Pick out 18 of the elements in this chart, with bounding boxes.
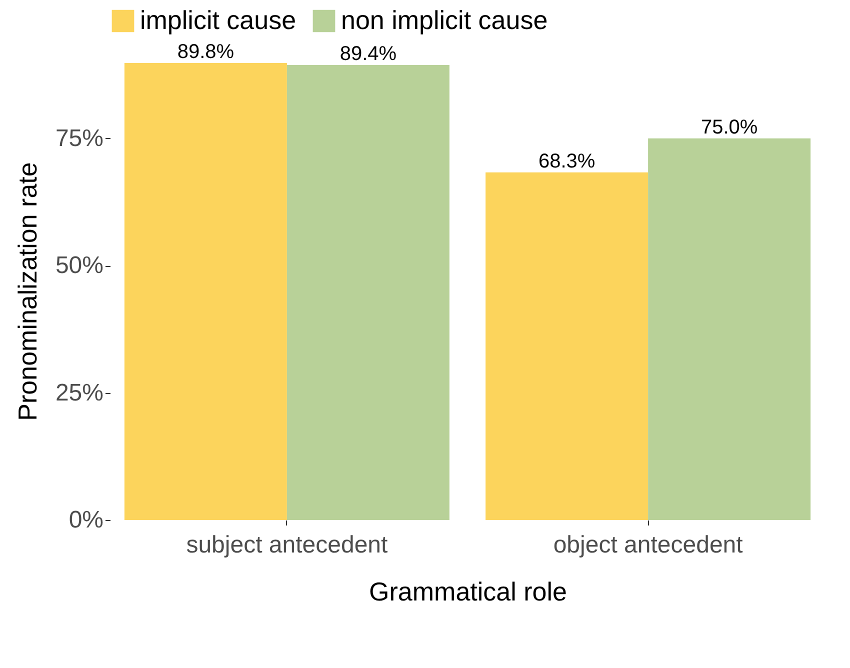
legend-label: implicit cause (140, 5, 296, 35)
x-tick-label: subject antecedent (186, 532, 388, 558)
y-tick-label: 25% (55, 379, 104, 406)
bar (486, 172, 648, 520)
y-tick-label: 0% (68, 506, 104, 534)
data-label: 89.8% (177, 41, 234, 64)
data-label: 89.4% (340, 43, 397, 66)
y-tick-label: 50% (55, 252, 104, 280)
data-label: 68.3% (538, 150, 596, 172)
bar (648, 138, 811, 520)
x-axis-title: Grammatical role (369, 576, 567, 606)
y-axis-title: Pronominalization rate (12, 162, 42, 421)
data-label: 75.0% (700, 116, 758, 138)
y-tick-label: 75% (55, 124, 104, 152)
x-tick-label: object antecedent (553, 532, 744, 558)
bar (124, 63, 287, 520)
bar (286, 65, 450, 520)
legend-label: non implicit cause (341, 5, 548, 35)
